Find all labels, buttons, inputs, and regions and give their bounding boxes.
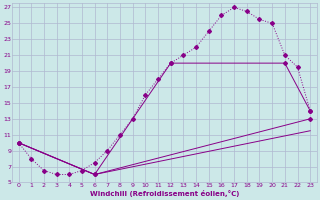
X-axis label: Windchill (Refroidissement éolien,°C): Windchill (Refroidissement éolien,°C) bbox=[90, 190, 239, 197]
